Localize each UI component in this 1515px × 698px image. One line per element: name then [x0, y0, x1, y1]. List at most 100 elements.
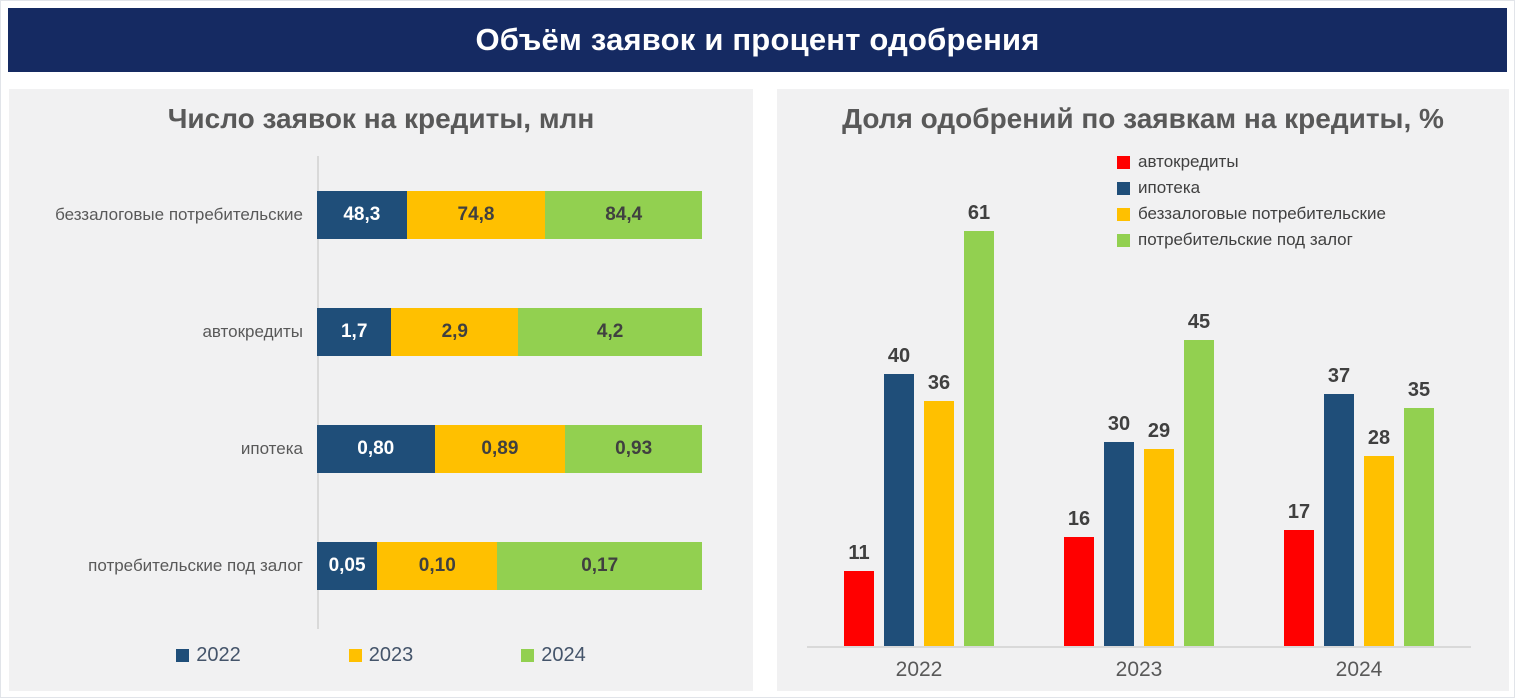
bar-segment: 84,4: [545, 190, 702, 239]
bar-segment: 1,7: [317, 307, 392, 356]
legend-swatch: [1117, 155, 1130, 169]
bar-value: 17: [1287, 501, 1311, 523]
legend-item-2023: 2023: [348, 644, 414, 667]
bar-group-2022: 11 40 36 61: [844, 202, 994, 646]
stacked-bar-row: автокредиты 1,7 2,9 4,2: [9, 273, 753, 390]
bar-segment: 4,2: [518, 307, 702, 356]
approvals-chart-panel: Доля одобрений по заявкам на кредиты, % …: [777, 89, 1509, 691]
bar-group-2024: 17 37 28 35: [1284, 365, 1434, 646]
x-axis-label: 2024: [1335, 658, 1383, 681]
category-label: ипотека: [240, 438, 303, 458]
bar-value: 37: [1327, 365, 1351, 387]
legend-label: 2023: [368, 644, 414, 666]
bar: [964, 231, 994, 646]
segment-value: 0,89: [481, 437, 519, 459]
category-label: беззалоговые потребительские: [55, 204, 303, 224]
bar-segment: 0,05: [317, 541, 378, 590]
legend-label: ипотека: [1138, 178, 1201, 197]
bar: [844, 571, 874, 646]
bar-segment: 74,8: [406, 190, 546, 239]
segment-value: 0,93: [615, 437, 653, 459]
stacked-bar-row: ипотека 0,80 0,89 0,93: [9, 390, 753, 507]
bar-segment: 0,93: [565, 424, 702, 473]
bar-value: 40: [887, 345, 911, 367]
legend-label: автокредиты: [1138, 152, 1239, 171]
bar: [1324, 394, 1354, 646]
bar-wrap: 11: [844, 542, 874, 646]
segment-value: 84,4: [605, 203, 643, 225]
bar-wrap: 28: [1364, 427, 1394, 646]
bar: [924, 401, 954, 646]
page-title: Объём заявок и процент одобрения: [475, 22, 1040, 57]
bar-value: 61: [967, 202, 991, 224]
years-legend: 2022 2023 2024: [9, 644, 753, 667]
x-axis-label: 2023: [1115, 658, 1163, 681]
bar-wrap: 29: [1144, 420, 1174, 646]
bar-wrap: 37: [1324, 365, 1354, 646]
bar-segment: 0,10: [377, 541, 498, 590]
stacked-bar-row: беззалоговые потребительские 48,3 74,8 84,4: [9, 156, 753, 273]
vertical-axis-line: [317, 156, 319, 629]
bar-value: 16: [1067, 508, 1091, 530]
stacked-bar-row: потребительские под залог 0,05 0,10 0,17: [9, 507, 753, 624]
bar: [1064, 537, 1094, 646]
category-label: потребительские под залог: [88, 555, 303, 575]
approvals-chart-title: Доля одобрений по заявкам на кредиты, %: [842, 103, 1444, 134]
bar-value: 35: [1407, 379, 1431, 401]
bar-segment: 48,3: [317, 190, 407, 239]
bar-groups: 11 40 36 61 16 30 29 45 17 37 28 35: [807, 189, 1471, 646]
applications-chart-panel: Число заявок на кредиты, млн беззалоговы…: [9, 89, 753, 691]
segment-value: 0,10: [418, 554, 456, 576]
bar-value: 36: [927, 372, 951, 394]
legend-label: потребительские под залог: [1138, 230, 1353, 249]
legend-item: потребительские под залог: [1117, 230, 1386, 250]
bar-wrap: 61: [964, 202, 994, 646]
legend-item: ипотека: [1117, 178, 1386, 198]
bar-value: 45: [1187, 311, 1211, 333]
stacked-bar: 48,3 74,8 84,4: [317, 190, 702, 239]
bar: [1184, 340, 1214, 646]
header-banner: Объём заявок и процент одобрения: [8, 8, 1507, 72]
legend-label: беззалоговые потребительские: [1138, 204, 1386, 223]
bar-wrap: 30: [1104, 413, 1134, 646]
legend-label: 2022: [196, 644, 241, 666]
segment-value: 2,9: [441, 320, 468, 342]
applications-chart-title: Число заявок на кредиты, млн: [167, 103, 595, 134]
bar: [1364, 456, 1394, 646]
segment-value: 48,3: [343, 203, 381, 225]
bar: [884, 374, 914, 646]
segment-value: 1,7: [340, 320, 368, 342]
stacked-bar: 0,05 0,10 0,17: [317, 541, 702, 590]
bar: [1104, 442, 1134, 646]
bar-value: 28: [1367, 427, 1391, 449]
series-legend: автокредиты ипотека беззалоговые потребите…: [1117, 152, 1386, 250]
segment-value: 74,8: [457, 203, 495, 225]
bar-wrap: 16: [1064, 508, 1094, 646]
x-axis-label: 2022: [895, 658, 943, 681]
bar-wrap: 17: [1284, 501, 1314, 646]
legend-item: беззалоговые потребительские: [1117, 204, 1386, 224]
bar-segment: 0,80: [317, 424, 435, 473]
legend-swatch: [348, 649, 362, 662]
horizontal-axis-line: [807, 646, 1471, 648]
stacked-bar: 1,7 2,9 4,2: [317, 307, 702, 356]
bar-value: 30: [1107, 413, 1131, 435]
legend-swatch: [176, 649, 190, 662]
legend-swatch: [1117, 207, 1130, 221]
stacked-rows: беззалоговые потребительские 48,3 74,8 84,4…: [9, 156, 753, 624]
bar-segment: 2,9: [391, 307, 519, 356]
bar-value: 11: [848, 542, 870, 564]
legend-item: автокредиты: [1117, 152, 1386, 172]
bar-group-2023: 16 30 29 45: [1064, 311, 1214, 646]
bar-wrap: 45: [1184, 311, 1214, 646]
legend-item-2022: 2022: [176, 644, 241, 667]
bar: [1284, 530, 1314, 646]
legend-item-2024: 2024: [521, 644, 586, 667]
bar-segment: 0,89: [434, 424, 566, 473]
category-label: автокредиты: [202, 321, 303, 341]
stacked-bar: 0,80 0,89 0,93: [317, 424, 702, 473]
bar-value: 29: [1147, 420, 1171, 442]
bar-segment: 0,17: [497, 541, 702, 590]
segment-value: 0,17: [581, 554, 619, 576]
